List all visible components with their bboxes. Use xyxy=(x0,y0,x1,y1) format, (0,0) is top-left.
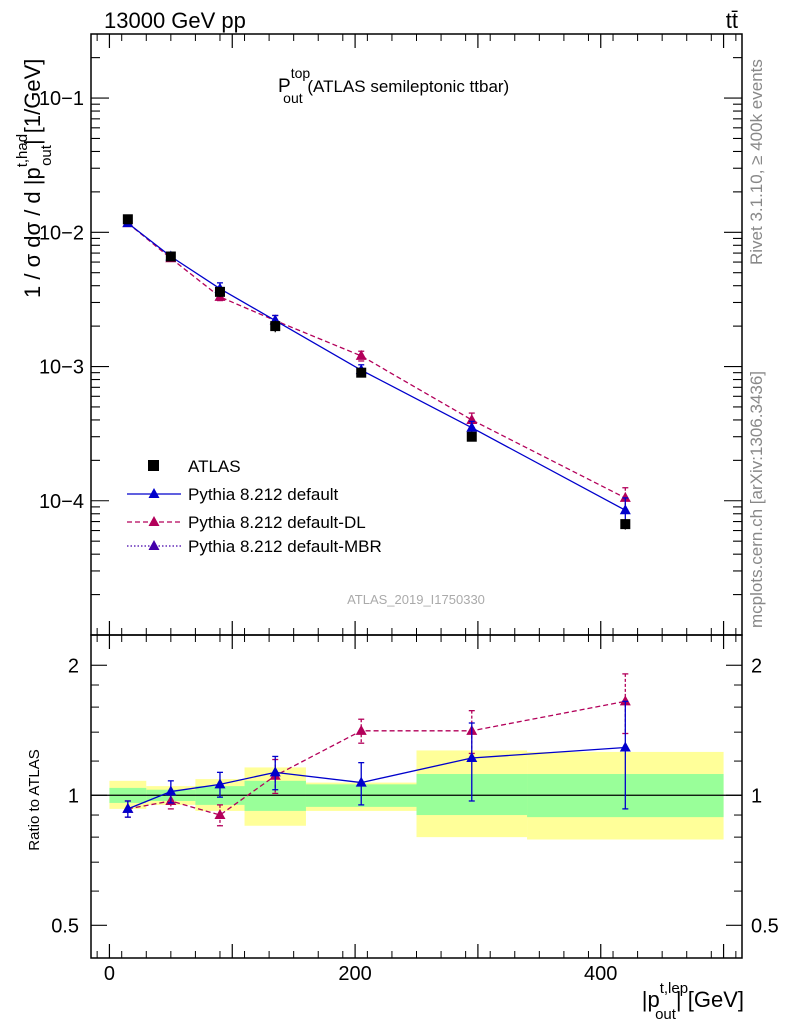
main-data-point-6 xyxy=(620,519,631,530)
main-data-point-0 xyxy=(122,214,133,225)
main-y-axis-label: 1 / σ dσ / d |pt,had out| [1/GeV] xyxy=(14,59,55,298)
ratio-default-errbar-6 xyxy=(622,700,629,810)
mcplots-label: mcplots.cern.ch [arXiv:1306.3436] xyxy=(747,371,766,628)
ratio-dl-point-4 xyxy=(355,724,367,735)
ratio-y-tick-label-left-2: 2 xyxy=(68,655,79,677)
x-tick-label-2: 400 xyxy=(584,963,617,985)
legend-mbr-label: Pythia 8.212 default-MBR xyxy=(188,537,382,556)
legend-item-atlas: ATLAS xyxy=(148,457,241,476)
x-tick-label-1: 200 xyxy=(338,963,371,985)
ratio-default-point-4 xyxy=(355,776,367,787)
legend-atlas-marker xyxy=(148,460,159,471)
main-y-tick-label-2: 10−2 xyxy=(39,222,84,244)
ratio-y-tick-label-right-2: 2 xyxy=(751,655,762,677)
x-tick-label-0: 0 xyxy=(104,963,115,985)
legend-dl-marker xyxy=(148,516,160,526)
ratio-default-point-2 xyxy=(214,778,226,789)
ratio-y-tick-label-left-1: 1 xyxy=(68,785,79,807)
legend-item-mbr: Pythia 8.212 default-MBR xyxy=(127,537,382,556)
main-data-point-2 xyxy=(214,286,225,297)
main-default-point-6 xyxy=(619,504,631,515)
main-dl-point-6 xyxy=(619,491,631,502)
main-y-tick-label-1: 10−3 xyxy=(39,357,84,379)
ratio-default-point-6 xyxy=(619,741,631,752)
main-y-tick-label-0: 10−4 xyxy=(39,491,84,513)
ratio-x-axis-label: |pt,lep out| [GeV] xyxy=(642,980,744,1023)
ratio-default-errbar-5 xyxy=(468,722,475,802)
main-data-point-4 xyxy=(356,367,367,378)
legend-dl-label: Pythia 8.212 default-DL xyxy=(188,513,366,532)
ratio-y-axis-label: Ratio to ATLAS xyxy=(26,749,43,850)
ratio-y-tick-label-left-0: 0.5 xyxy=(51,915,79,937)
legend-atlas-label: ATLAS xyxy=(188,457,241,476)
ratio-dl-point-2 xyxy=(214,809,226,820)
ratio-y-tick-label-right-1: 1 xyxy=(751,785,762,807)
ratio-default-point-3 xyxy=(269,766,281,777)
legend-default-marker xyxy=(148,488,160,498)
legend-item-dl: Pythia 8.212 default-DL xyxy=(127,513,366,532)
main-plot: 10−4 10−3 10−2 10−1 ATLAS_2019_I1750330 Pto… xyxy=(14,33,743,636)
rivet-version-label: Rivet 3.1.10, ≥ 400k events xyxy=(747,59,766,265)
legend-mbr-marker xyxy=(148,540,160,550)
ratio-default-point-0 xyxy=(122,802,134,813)
header-energy-label: 13000 GeV pp xyxy=(104,8,246,33)
legend: ATLAS Pythia 8.212 default Pythia 8.212 … xyxy=(127,457,382,556)
main-data-point-1 xyxy=(165,251,176,262)
main-plot-title: Ptop out (ATLAS semileptonic ttbar) xyxy=(278,65,509,106)
ratio-plot: 0 200 400 0.5 0.5 1 1 2 2 Ratio to ATLAS |pt,lep… xyxy=(26,634,779,1023)
main-data-point-3 xyxy=(270,321,281,332)
main-y-tick-label-3: 10−1 xyxy=(39,88,84,110)
ratio-y-tick-label-right-0: 0.5 xyxy=(751,915,779,937)
main-default-point-5 xyxy=(466,421,478,432)
ratio-dl-point-6 xyxy=(619,695,631,706)
ratio-default-point-1 xyxy=(165,785,177,796)
main-dl-point-4 xyxy=(355,349,367,360)
main-data-point-5 xyxy=(466,431,477,442)
plot-watermark: ATLAS_2019_I1750330 xyxy=(347,592,485,607)
ratio-default-point-5 xyxy=(466,751,478,762)
header-process-label: tt̄ xyxy=(726,8,738,33)
legend-default-label: Pythia 8.212 default xyxy=(188,485,339,504)
legend-item-default: Pythia 8.212 default xyxy=(127,485,339,504)
